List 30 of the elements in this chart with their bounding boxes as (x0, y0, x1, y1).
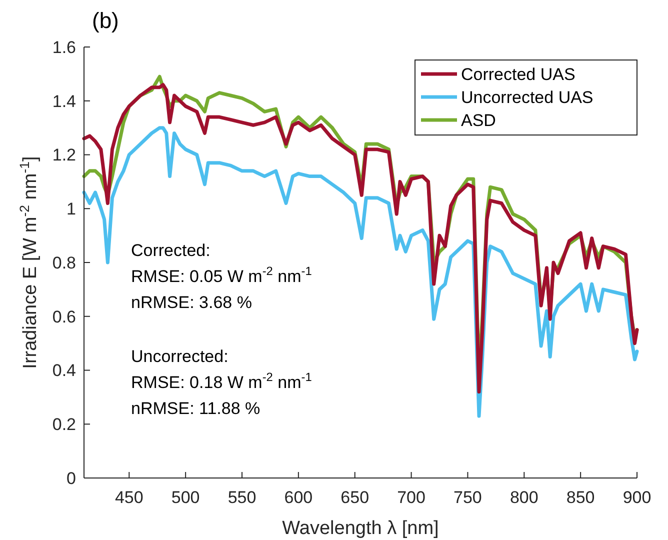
x-tick-label: 700 (397, 488, 426, 507)
x-tick-label: 850 (566, 488, 595, 507)
annotation: RMSE: 0.05 W m$^{-2}$ nm$^{-1}$ (131, 264, 312, 286)
legend-label: Corrected UAS (461, 64, 576, 84)
annotation: nRMSE: 3.68 % (131, 293, 252, 312)
x-tick-label: 500 (171, 488, 200, 507)
y-tick-label: 1.4 (52, 92, 76, 111)
y-tick-label: 0.4 (52, 361, 76, 380)
x-axis-title: Wavelength λ [nm] (282, 518, 439, 539)
annotation: RMSE: 0.18 W m$^{-2}$ nm$^{-1}$ (131, 370, 312, 392)
y-tick-label: 0.2 (52, 415, 76, 434)
x-tick-label: 800 (510, 488, 538, 507)
x-tick-label: 550 (228, 488, 256, 507)
y-tick-label: 0 (66, 468, 76, 488)
y-tick-label: 0.8 (52, 253, 76, 272)
legend-label: ASD (461, 110, 496, 130)
legend-label: Uncorrected UAS (461, 88, 594, 107)
y-tick-label: 1.2 (52, 146, 76, 165)
x-tick-label: 900 (622, 488, 652, 507)
x-tick-label: 650 (340, 488, 370, 507)
x-tick-label: 600 (284, 488, 313, 507)
chart-title: (b) (92, 8, 119, 33)
x-tick-label: 750 (454, 488, 482, 507)
y-tick-label: 0.6 (52, 307, 76, 326)
x-tick-label: 450 (114, 488, 144, 507)
y-tick-label: 1 (66, 200, 76, 219)
y-tick-label: 1.6 (52, 38, 76, 57)
annotation: nRMSE: 11.88 % (131, 399, 260, 418)
annotation: Corrected: (131, 241, 210, 260)
annotation: Uncorrected: (131, 347, 228, 366)
